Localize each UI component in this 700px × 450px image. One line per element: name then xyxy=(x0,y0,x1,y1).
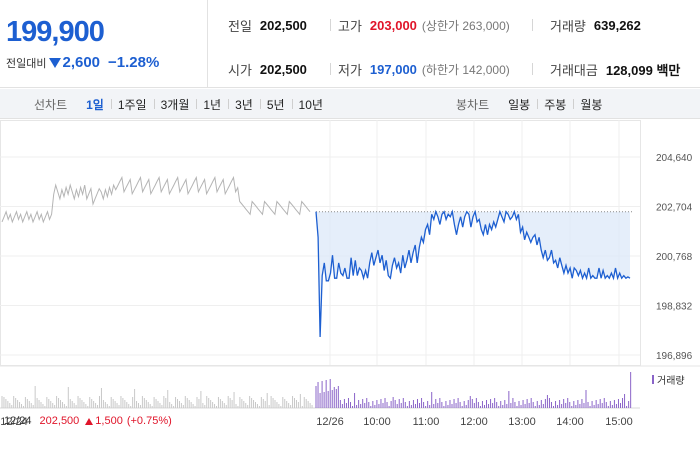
prev-day-date: 12/24 xyxy=(4,415,32,427)
divider xyxy=(532,63,533,75)
stat-trade-amount: 거래대금 128,099 백만 xyxy=(550,60,680,79)
x-tick-label: 11:00 xyxy=(413,416,440,428)
stat-label: 저가 xyxy=(338,63,362,78)
stat-value: 639,262 xyxy=(593,18,641,33)
volume-legend-swatch xyxy=(652,375,654,384)
change-rate: −1.28% xyxy=(108,54,160,71)
divider xyxy=(330,19,331,31)
prev-day-line xyxy=(1,175,311,224)
x-tick-label: 12/24 xyxy=(0,416,28,428)
prev-day-info: 12/24 202,500 1,500 (+0.75%) xyxy=(4,415,172,427)
x-tick-label: 15:00 xyxy=(605,416,633,428)
price-box: 199,900 전일대비 2,600 −1.28% xyxy=(0,0,208,88)
period-10y[interactable]: 10년 xyxy=(291,96,330,113)
down-triangle-icon xyxy=(49,57,62,68)
chart-toolbar: 선차트 1일 1주일 3개월 1년 3년 5년 10년 봉차트 일봉 주봉 월봉 xyxy=(0,89,700,119)
divider xyxy=(532,19,533,31)
y-tick-label: 198,832 xyxy=(656,302,693,313)
prev-day-rate: (+0.75%) xyxy=(126,415,172,427)
divider xyxy=(330,63,331,75)
stat-label: 거래량 xyxy=(550,19,586,34)
x-tick-label: 10:00 xyxy=(363,416,391,428)
period-3m[interactable]: 3개월 xyxy=(153,96,197,113)
period-3y[interactable]: 3년 xyxy=(228,96,260,113)
stat-prev-close: 전일 202,500 xyxy=(228,16,307,35)
change-value: 2,600 xyxy=(62,54,101,71)
x-tick-label: 14:00 xyxy=(556,416,584,428)
x-tick-label: 13:00 xyxy=(508,416,536,428)
prev-day-change: 1,500 xyxy=(95,415,123,427)
current-price: 199,900 xyxy=(6,16,105,48)
volume-legend-label: 거래량 xyxy=(657,376,685,387)
intraday-chart: 204,640 202,704 200,768 198,832 196,896 12/24… xyxy=(0,120,700,450)
candle-monthly[interactable]: 월봉 xyxy=(573,96,609,113)
y-tick-label: 204,640 xyxy=(656,153,693,164)
stat-sub: (하한가 142,000) xyxy=(421,63,510,77)
stat-volume: 거래량 639,262 xyxy=(550,16,641,35)
y-tick-label: 200,768 xyxy=(656,252,693,263)
chart-canvas: 204,640 202,704 200,768 198,832 196,896 12/24… xyxy=(0,120,700,428)
stat-high: 고가 203,000 (상한가 263,000) xyxy=(338,16,510,35)
y-tick-label: 196,896 xyxy=(656,351,693,362)
stat-value: 197,000 xyxy=(369,62,417,77)
period-5y[interactable]: 5년 xyxy=(259,96,292,113)
stat-value: 202,500 xyxy=(259,18,307,33)
stat-value: 128,099 백만 xyxy=(605,63,681,78)
volume-legend: 거래량 xyxy=(652,372,685,387)
stat-label: 전일 xyxy=(228,19,252,34)
period-1y[interactable]: 1년 xyxy=(196,96,228,113)
x-tick-label: 12/26 xyxy=(316,416,344,428)
candle-weekly[interactable]: 주봉 xyxy=(537,96,573,113)
stat-label: 고가 xyxy=(338,19,362,34)
stat-value: 203,000 xyxy=(369,18,417,33)
price-area-fill xyxy=(316,211,630,337)
line-chart-periods: 선차트 1일 1주일 3개월 1년 3년 5년 10년 xyxy=(34,89,330,119)
stat-sub: (상한가 263,000) xyxy=(421,19,510,33)
x-tick-label: 12:00 xyxy=(460,416,488,428)
period-1w[interactable]: 1주일 xyxy=(110,96,154,113)
period-1d[interactable]: 1일 xyxy=(86,97,104,112)
stat-low: 저가 197,000 (하한가 142,000) xyxy=(338,60,510,79)
change-label: 전일대비 xyxy=(6,57,47,70)
candle-daily[interactable]: 일봉 xyxy=(508,97,531,112)
stat-label: 거래대금 xyxy=(550,63,598,78)
stat-open: 시가 202,500 xyxy=(228,60,307,79)
candle-chart-title: 봉차트 xyxy=(456,97,490,112)
stat-value: 202,500 xyxy=(259,62,307,77)
change-row: 전일대비 2,600 −1.28% xyxy=(6,54,159,71)
price-line xyxy=(315,209,631,338)
candle-chart-periods: 봉차트 일봉 주봉 월봉 xyxy=(456,89,609,119)
prev-day-price: 202,500 xyxy=(39,415,80,427)
up-triangle-icon xyxy=(85,417,94,425)
stat-label: 시가 xyxy=(228,63,252,78)
y-tick-label: 202,704 xyxy=(656,203,693,214)
stock-summary-header: 199,900 전일대비 2,600 −1.28% 전일 202,500 고가 … xyxy=(0,0,700,88)
line-chart-title: 선차트 xyxy=(34,97,68,112)
